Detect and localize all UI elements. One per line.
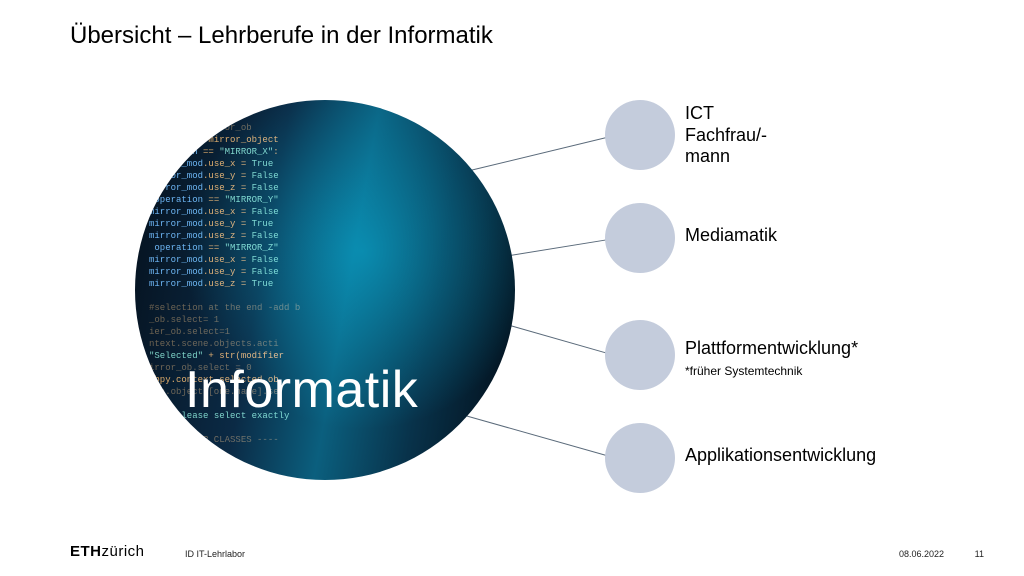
footer-date: 08.06.2022 bbox=[899, 549, 944, 559]
logo-bold: ETH bbox=[70, 543, 102, 560]
code-texture: mirror to mirror_ob mirror_mod.mirror_ob… bbox=[135, 100, 515, 480]
connector-3 bbox=[510, 325, 615, 356]
main-topic-label: Informatik bbox=[185, 360, 418, 420]
connector-4 bbox=[465, 415, 617, 459]
bullet-circle-2 bbox=[605, 203, 675, 273]
bullet-circle-3 bbox=[605, 320, 675, 390]
slide: Übersicht – Lehrberufe in der Informatik… bbox=[0, 0, 1024, 576]
bullet-sublabel-3: *früher Systemtechnik bbox=[685, 364, 802, 378]
connector-2 bbox=[510, 238, 615, 256]
bullet-circle-1 bbox=[605, 100, 675, 170]
bullet-circle-4 bbox=[605, 423, 675, 493]
bullet-label-3: Plattformentwicklung* bbox=[685, 338, 858, 360]
footer-page: 11 bbox=[975, 549, 984, 559]
footer: ETHzürich ID IT-Lehrlabor 08.06.2022 11 bbox=[70, 542, 984, 560]
bullet-label-4: Applikationsentwicklung bbox=[685, 445, 876, 467]
bullet-label-1: ICT Fachfrau/- mann bbox=[685, 103, 767, 168]
logo-thin: zürich bbox=[102, 543, 145, 560]
slide-title: Übersicht – Lehrberufe in der Informatik bbox=[70, 22, 493, 50]
bullet-label-2: Mediamatik bbox=[685, 225, 777, 247]
main-topic-circle: mirror to mirror_ob mirror_mod.mirror_ob… bbox=[135, 100, 515, 480]
footer-dept: ID IT-Lehrlabor bbox=[185, 549, 245, 559]
eth-logo: ETHzürich bbox=[70, 543, 145, 560]
connector-1 bbox=[470, 135, 615, 171]
